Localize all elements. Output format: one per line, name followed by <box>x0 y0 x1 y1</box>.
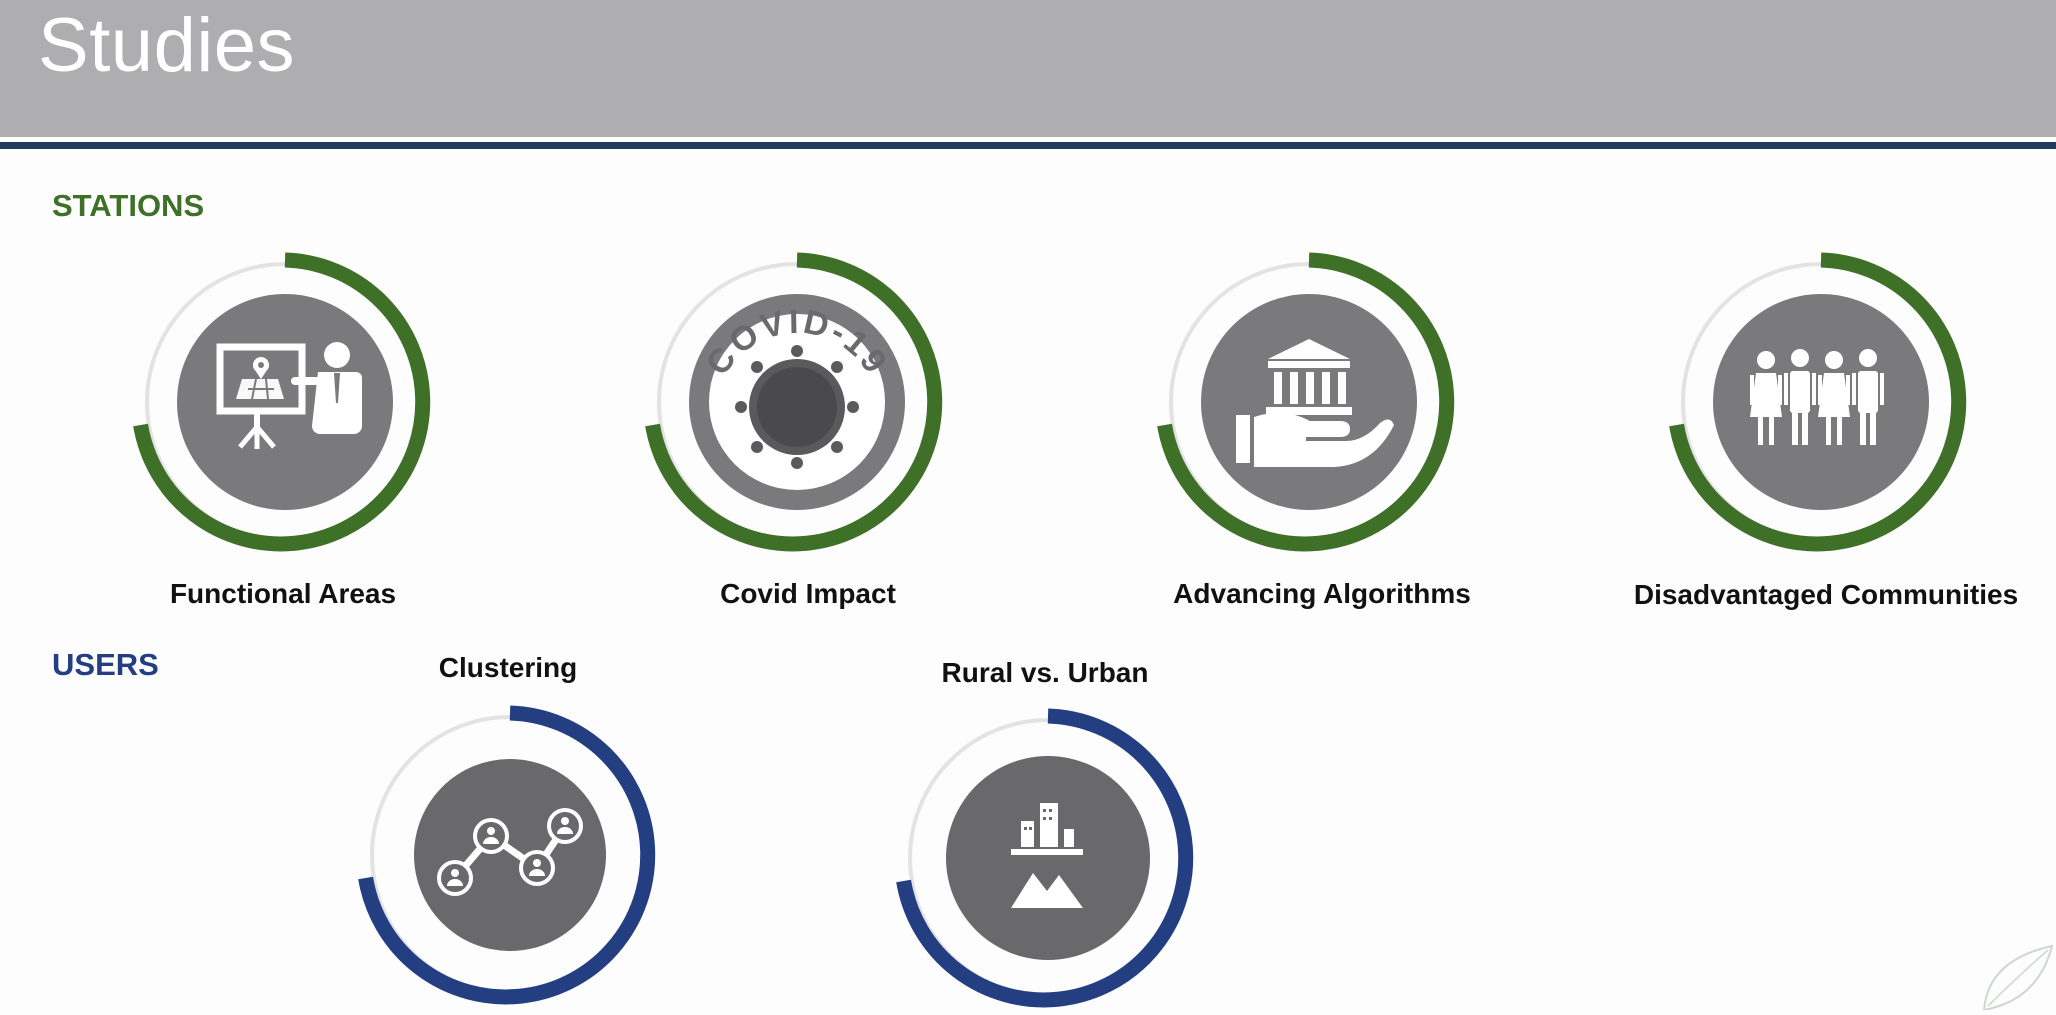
section-title-users: USERS <box>52 647 159 682</box>
leaf-logo-icon <box>1978 940 2056 1015</box>
study-label-disadvantaged-communities: Disadvantaged Communities <box>1633 579 2019 610</box>
bank-hand-icon <box>1236 339 1394 467</box>
progress-ring <box>358 705 656 1005</box>
study-item-covid-impact[interactable]: COVID-19 <box>642 247 952 557</box>
header-divider-light <box>0 137 2056 142</box>
page-header: Studies <box>0 0 2056 137</box>
progress-ring <box>896 708 1194 1008</box>
people-group-icon <box>1750 349 1884 445</box>
progress-ring <box>133 252 431 552</box>
study-item-advancing-algorithms[interactable] <box>1154 247 1464 557</box>
study-label-advancing-algorithms: Advancing Algorithms <box>1173 578 1471 609</box>
progress-ring <box>1157 252 1455 552</box>
study-label-rural-vs-urban: Rural vs. Urban <box>941 657 1149 688</box>
progress-ring <box>1669 252 1967 552</box>
section-title-stations: STATIONS <box>52 188 205 223</box>
user-network-icon <box>437 808 583 896</box>
study-item-disadvantaged-communities[interactable] <box>1666 247 1976 557</box>
study-label-covid-impact: Covid Impact <box>720 578 896 609</box>
header-divider-navy <box>0 142 2056 149</box>
study-item-clustering[interactable] <box>355 700 665 1010</box>
study-label-functional-areas: Functional Areas <box>169 578 397 609</box>
study-item-functional-areas[interactable] <box>130 247 440 557</box>
progress-ring: COVID-19 <box>645 252 943 552</box>
study-label-clustering: Clustering <box>438 652 578 683</box>
page-title: Studies <box>38 3 295 88</box>
presentation-map-icon <box>216 342 362 449</box>
city-mountain-icon <box>1011 803 1083 908</box>
study-item-rural-vs-urban[interactable] <box>893 703 1203 1013</box>
